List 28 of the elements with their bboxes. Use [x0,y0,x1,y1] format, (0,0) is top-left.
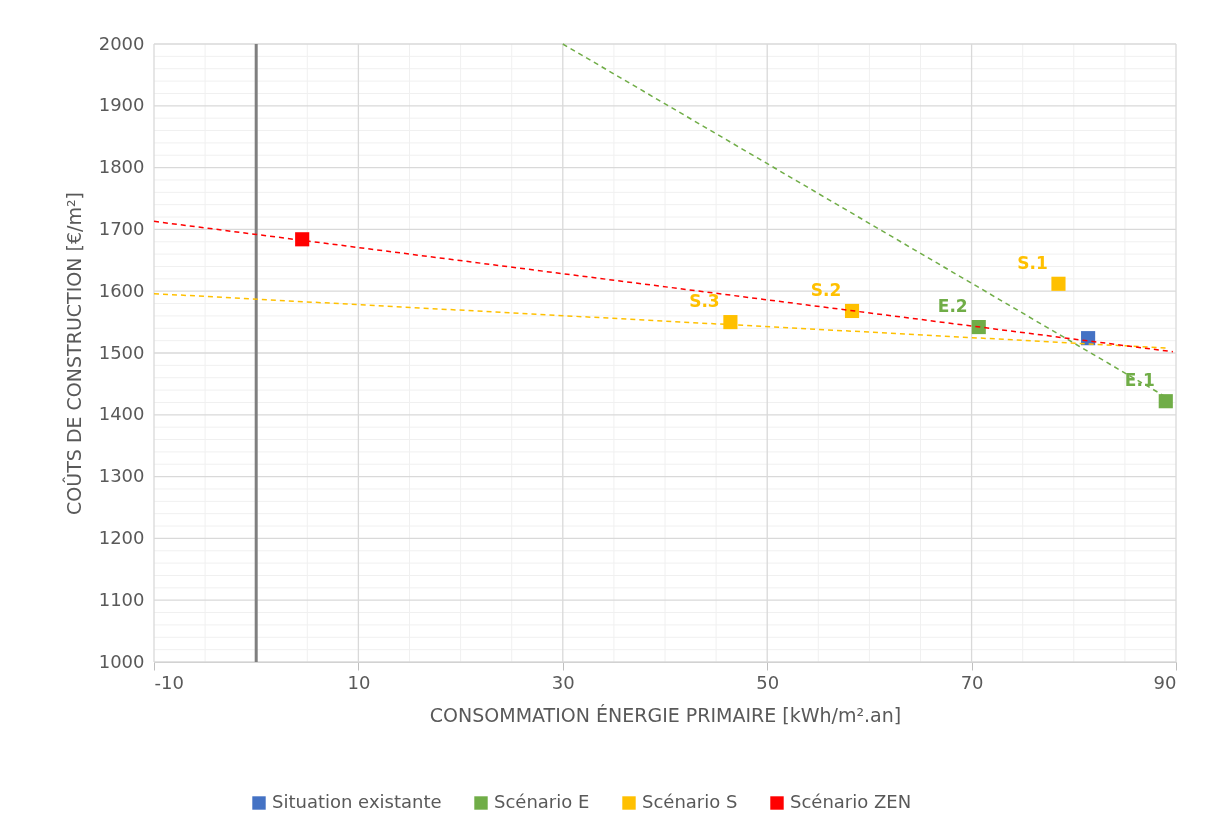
legend-label: Situation existante [272,791,442,812]
legend-label: Scénario ZEN [790,791,912,812]
data-label: S.1 [1017,252,1048,273]
x-axis-title: CONSOMMATION ÉNERGIE PRIMAIRE [kWh/m².an] [429,703,902,726]
legend-label: Scénario E [494,791,590,812]
y-tick-label: 1500 [98,341,145,363]
data-label: S.3 [689,291,720,312]
y-tick-label: 1300 [98,465,145,487]
y-tick-label: 1800 [98,156,145,178]
y-tick-label: 1400 [98,403,145,425]
data-label: S.2 [810,279,842,300]
x-tick-label: -10 [154,671,184,693]
y-tick-label: 1100 [98,588,145,610]
y-tick-label: 1900 [98,94,145,116]
x-tick-label: 10 [347,671,371,693]
data-label: E.1 [1124,370,1155,391]
x-tick-label: 30 [551,671,575,693]
data-label: E.2 [937,296,968,317]
x-tick-label: 50 [756,671,780,693]
x-tick-label: 90 [1153,671,1177,693]
y-tick-label: 2000 [98,32,145,54]
y-tick-label: 1000 [98,650,145,672]
x-tick-label: 70 [960,671,984,693]
y-axis-title: COÛTS DE CONSTRUCTION [€/m²] [61,192,85,515]
y-tick-label: 1700 [98,217,145,239]
legend-label: Scénario S [642,791,738,812]
y-tick-label: 1200 [98,526,145,548]
y-tick-label: 1600 [98,279,145,301]
